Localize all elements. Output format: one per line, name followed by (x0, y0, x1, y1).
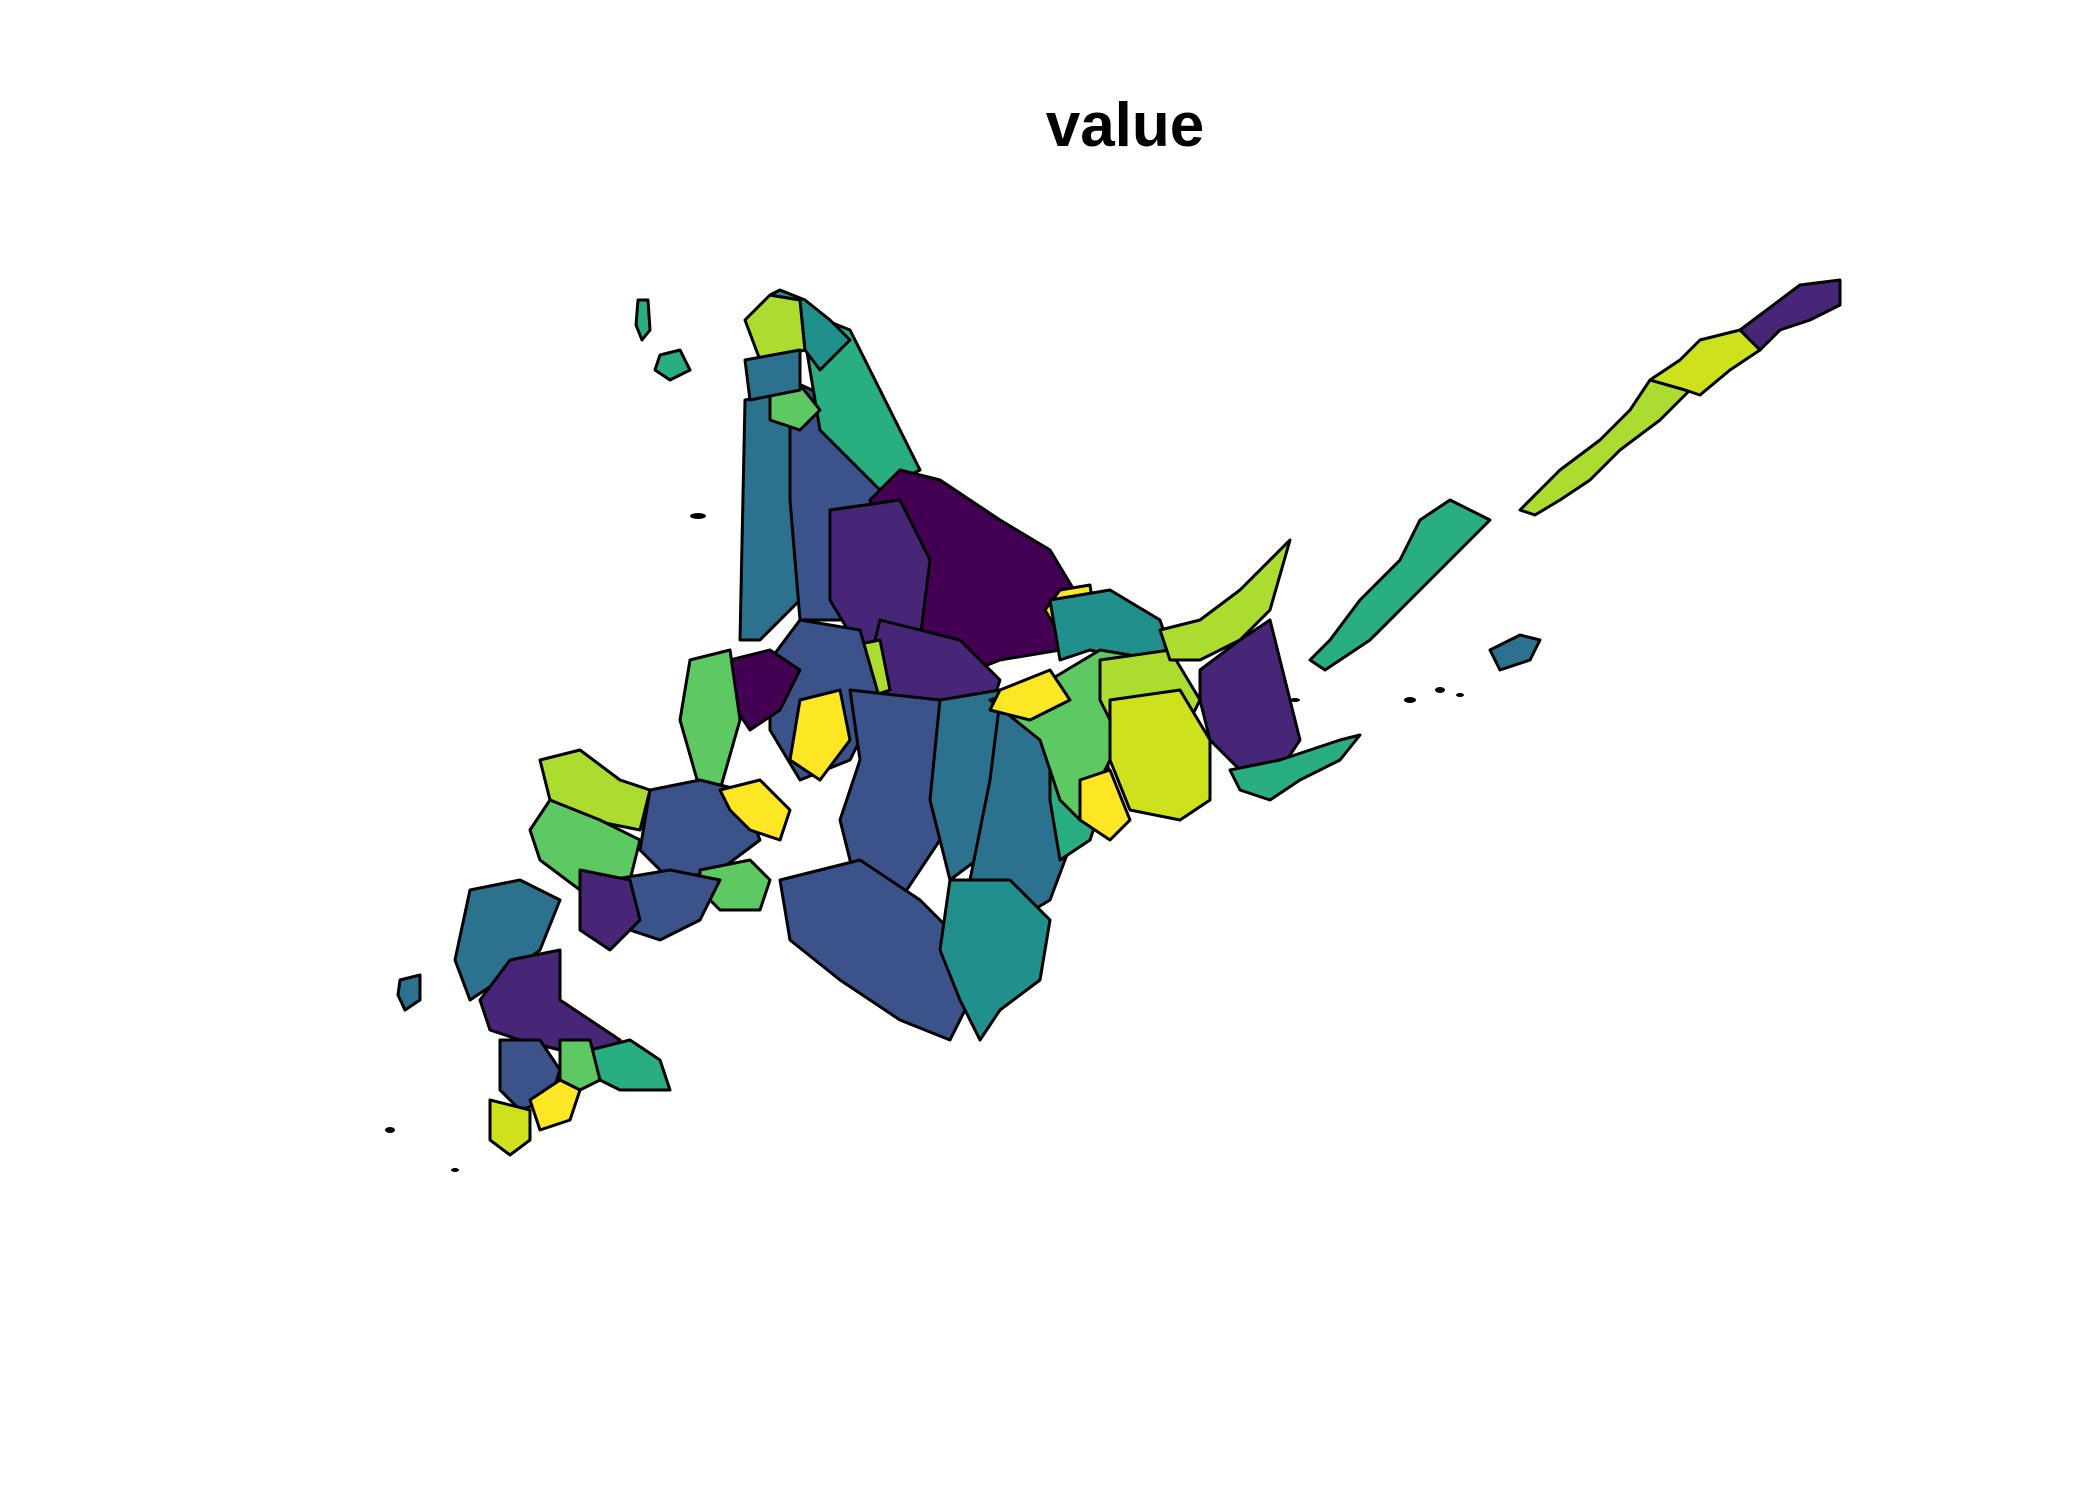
region-north-tip-east[interactable] (768, 288, 852, 372)
region-shiretoko-lime[interactable] (1158, 538, 1292, 662)
region-sapporo-yellow[interactable] (718, 778, 792, 842)
region-nemuro-dark[interactable] (1198, 618, 1302, 772)
islet (690, 513, 706, 519)
region-etorofu-north[interactable] (1738, 278, 1842, 352)
region-northwest-coast-b[interactable] (743, 348, 802, 402)
region-hakodate-green[interactable] (588, 1038, 672, 1092)
islet (1435, 687, 1445, 693)
region-kitami-yellow[interactable] (988, 668, 1072, 722)
region-nemuro-tip[interactable] (1228, 733, 1362, 802)
islet (1290, 698, 1300, 702)
region-sorachi-yellow[interactable] (788, 688, 852, 782)
region-tokachi-south[interactable] (938, 878, 1052, 1042)
region-hidaka-blue[interactable] (778, 858, 972, 1042)
region-okhotsk-east-teal[interactable] (1048, 588, 1172, 662)
region-etorofu-middle[interactable] (1648, 328, 1762, 397)
region-iburi-dark[interactable] (578, 868, 642, 952)
region-ishikari-green[interactable] (678, 648, 742, 792)
region-rebun[interactable] (634, 298, 652, 342)
region-oshima-dark[interactable] (478, 948, 622, 1062)
map-title: value (1045, 91, 1205, 160)
islet (1404, 697, 1416, 703)
islet (1456, 693, 1464, 697)
region-kushiro-yellow[interactable] (1078, 768, 1132, 842)
region-shikotan[interactable] (1488, 633, 1542, 672)
islet (385, 1127, 395, 1133)
region-kushiro-lime[interactable] (1108, 688, 1212, 822)
region-etorofu-south[interactable] (1518, 368, 1692, 517)
region-oshima-green[interactable] (558, 1038, 602, 1092)
region-kunashiri[interactable] (1308, 498, 1492, 672)
islet (451, 1168, 459, 1172)
region-okushiri[interactable] (396, 973, 422, 1012)
region-oshima-lime[interactable] (488, 1098, 532, 1157)
region-oshima-yellow[interactable] (528, 1078, 582, 1132)
region-rishiri[interactable] (653, 348, 692, 382)
